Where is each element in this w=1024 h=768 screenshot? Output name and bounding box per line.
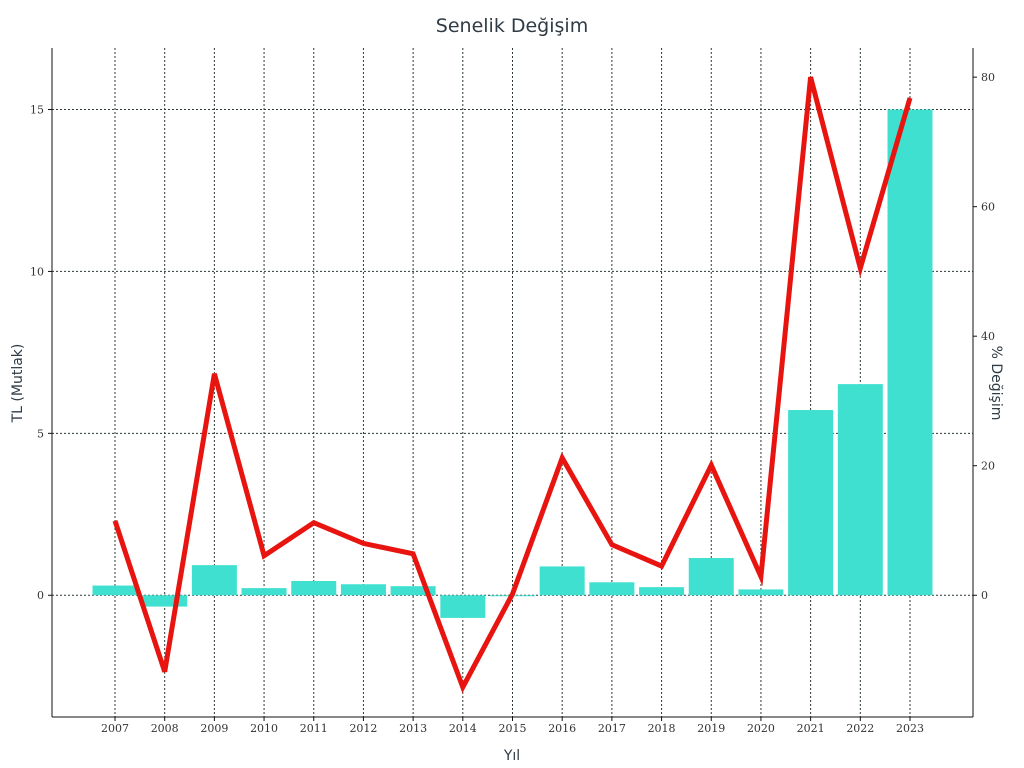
x-tick-label: 2013 [399, 722, 427, 735]
bar [191, 565, 237, 596]
x-tick-label: 2015 [499, 722, 527, 735]
bar [291, 580, 337, 596]
y-axis-label: TL (Mutlak) [10, 344, 26, 424]
bar [837, 384, 883, 596]
x-tick-label: 2010 [250, 722, 278, 735]
y-tick-label: 0 [37, 589, 44, 602]
bar [639, 587, 685, 596]
bar [887, 109, 933, 596]
x-tick-label: 2007 [101, 722, 129, 735]
bar [440, 595, 486, 618]
bar [589, 582, 635, 596]
x-tick-label: 2014 [449, 722, 477, 735]
x-tick-label: 2009 [200, 722, 228, 735]
bar [390, 586, 436, 596]
bar [738, 589, 784, 596]
x-tick-label: 2008 [151, 722, 179, 735]
y-tick-label: 15 [30, 104, 44, 117]
x-tick-label: 2018 [648, 722, 676, 735]
y2-tick-label: 60 [981, 201, 995, 214]
chart-title: Senelik Değişim [436, 15, 588, 37]
bar [241, 588, 287, 596]
x-tick-label: 2022 [846, 722, 874, 735]
x-tick-label: 2021 [797, 722, 825, 735]
axes: 0 5 10 15 0 20 40 60 80 2007 2008 2009 2010 2011 2012 2… [30, 48, 995, 735]
y2-tick-label: 40 [981, 330, 995, 343]
y-tick-label: 5 [37, 427, 44, 440]
bar [92, 585, 138, 596]
bar [142, 595, 188, 607]
bar [788, 410, 834, 596]
y2-axis-label: % Değişim [988, 346, 1004, 421]
x-tick-label: 2020 [747, 722, 775, 735]
bar [539, 566, 585, 596]
x-tick-label: 2017 [598, 722, 626, 735]
x-axis-label: Yıl [503, 748, 520, 764]
x-tick-label: 2023 [896, 722, 924, 735]
y2-tick-label: 80 [981, 71, 995, 84]
x-tick-label: 2012 [349, 722, 377, 735]
line-series [112, 76, 913, 694]
y2-tick-label: 0 [981, 589, 988, 602]
bar [340, 584, 386, 596]
y-tick-label: 10 [30, 265, 44, 278]
y2-tick-label: 20 [981, 460, 995, 473]
x-tick-label: 2019 [697, 722, 725, 735]
x-tick-label: 2011 [300, 722, 328, 735]
x-tick-label: 2016 [548, 722, 576, 735]
bar-series [92, 109, 933, 618]
grid-lines [52, 48, 973, 717]
bar [688, 558, 734, 596]
